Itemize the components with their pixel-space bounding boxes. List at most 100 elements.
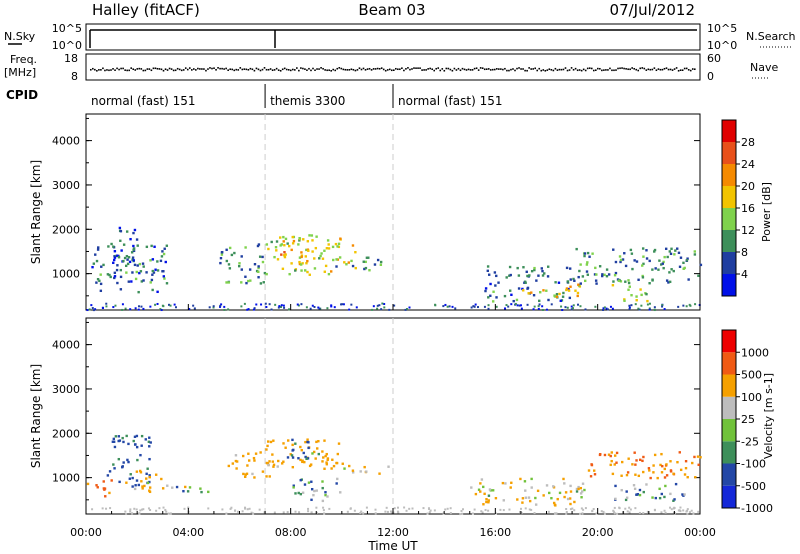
freq-point: [530, 68, 532, 70]
data-cell: [284, 237, 288, 241]
data-cell: [530, 269, 534, 273]
freq-point: [574, 67, 577, 70]
data-cell: [603, 306, 606, 309]
freq-tick-bottom: 8: [71, 70, 78, 83]
data-cell: [555, 295, 559, 298]
data-cell: [91, 307, 94, 310]
freq-point: [104, 69, 106, 72]
data-cell: [334, 242, 338, 246]
data-cell: [332, 258, 335, 262]
data-cell: [219, 304, 222, 307]
data-cell: [519, 477, 522, 481]
data-cell: [161, 487, 165, 490]
freq-point: [435, 67, 438, 70]
freq-point: [142, 69, 145, 72]
data-cell: [132, 244, 135, 248]
data-cell: [638, 308, 641, 311]
freq-point: [332, 68, 334, 71]
data-cell: [350, 259, 353, 263]
data-cell: [135, 470, 139, 473]
freq-point: [223, 68, 225, 70]
data-cell: [153, 245, 156, 248]
data-cell: [279, 244, 282, 247]
data-cell: [589, 475, 593, 478]
data-cell: [552, 485, 555, 488]
data-cell: [685, 510, 688, 513]
data-cell: [94, 308, 97, 311]
colorbar-tick-label: 12: [741, 224, 755, 237]
data-cell: [522, 266, 525, 269]
data-cell: [642, 490, 645, 494]
data-cell: [602, 510, 605, 513]
freq-point: [182, 69, 185, 71]
data-cell: [235, 460, 239, 463]
data-cell: [119, 230, 123, 233]
data-cell: [629, 508, 632, 511]
data-cell: [653, 453, 657, 457]
freq-point: [207, 68, 209, 70]
freq-point: [506, 69, 508, 72]
data-cell: [332, 464, 336, 468]
data-cell: [254, 452, 258, 455]
data-cell: [237, 510, 240, 513]
data-cell: [231, 462, 235, 465]
data-cell: [629, 248, 633, 252]
data-cell: [541, 308, 544, 311]
data-cell: [487, 494, 491, 497]
freq-point: [621, 67, 623, 69]
data-cell: [579, 492, 583, 495]
data-cell: [628, 304, 631, 307]
data-cell: [640, 304, 643, 307]
data-cell: [225, 248, 228, 252]
data-cell: [253, 263, 257, 266]
data-cell: [696, 455, 700, 458]
freq-point: [534, 67, 536, 70]
freq-point: [403, 69, 405, 72]
data-cell: [516, 266, 519, 270]
freq-point: [643, 67, 646, 70]
data-cell: [330, 270, 333, 273]
data-cell: [299, 492, 303, 496]
data-cell: [613, 463, 616, 466]
data-cell: [299, 458, 302, 462]
data-cell: [227, 281, 231, 284]
data-cell: [660, 492, 663, 496]
data-cell: [250, 511, 253, 514]
freq-point: [346, 69, 349, 71]
freq-point: [144, 69, 147, 72]
data-cell: [482, 503, 485, 506]
data-cell: [326, 457, 330, 460]
data-cell: [630, 252, 634, 255]
data-cell: [637, 278, 640, 281]
data-cell: [148, 436, 151, 439]
data-cell: [122, 461, 125, 464]
data-cell: [446, 305, 449, 308]
power-colorbar-label: Power [dB]: [760, 182, 773, 242]
data-cell: [116, 264, 119, 267]
data-cell: [387, 465, 390, 468]
freq-point: [292, 68, 294, 71]
freq-point: [96, 69, 98, 72]
data-cell: [269, 440, 273, 444]
data-cell: [297, 304, 300, 307]
x-tick-label: 20:00: [582, 526, 614, 539]
data-cell: [642, 455, 645, 459]
freq-point: [168, 67, 171, 70]
colorbar-tick-label: 100: [741, 391, 762, 404]
data-cell: [633, 451, 636, 454]
colorbar-segment: [722, 352, 736, 375]
data-cell: [538, 303, 541, 306]
data-cell: [371, 308, 374, 311]
data-cell: [635, 493, 638, 496]
data-cell: [240, 255, 243, 258]
data-cell: [541, 274, 545, 277]
data-cell: [533, 268, 536, 272]
data-cell: [564, 306, 567, 309]
freq-point: [679, 69, 682, 71]
data-cell: [688, 511, 691, 514]
freq-point: [247, 68, 250, 71]
freq-point: [467, 68, 470, 71]
data-cell: [95, 259, 99, 263]
data-cell: [614, 484, 617, 488]
data-cell: [577, 275, 580, 279]
